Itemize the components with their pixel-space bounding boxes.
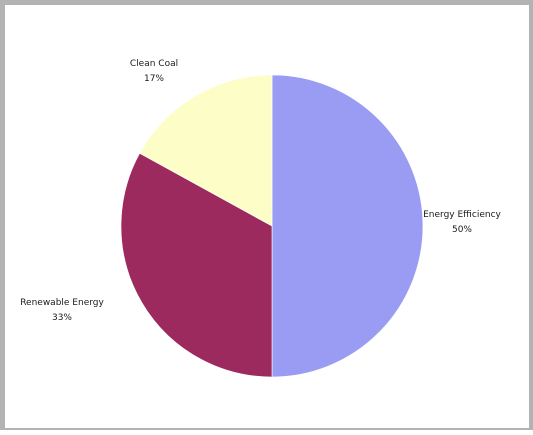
pie-labels: Energy Efficiency 50% Renewable Energy 33% C… (20, 59, 501, 323)
slice-label-clean-coal: Clean Coal (130, 59, 178, 69)
pie-slice-energy-efficiency (271, 74, 424, 378)
pie-chart: Energy Efficiency 50% Renewable Energy 33% C… (20, 59, 502, 378)
slice-value-clean-coal: 17% (144, 74, 164, 84)
slice-label-energy-efficiency: Energy Efficiency (423, 210, 501, 220)
pie-slice-clean-coal (139, 74, 273, 227)
pie-slice-renewable-energy (120, 152, 273, 378)
pie-slices (120, 74, 424, 378)
slice-value-renewable-energy: 33% (52, 313, 72, 323)
slice-label-renewable-energy: Renewable Energy (20, 298, 104, 308)
slice-value-energy-efficiency: 50% (452, 225, 472, 235)
